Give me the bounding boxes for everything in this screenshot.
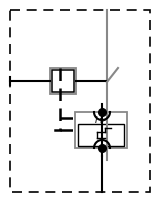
Bar bbox=[78, 124, 124, 146]
Bar bbox=[75, 112, 127, 148]
Text: $I>$: $I>$ bbox=[94, 114, 108, 124]
Bar bbox=[52, 70, 74, 92]
Bar bbox=[50, 68, 76, 94]
